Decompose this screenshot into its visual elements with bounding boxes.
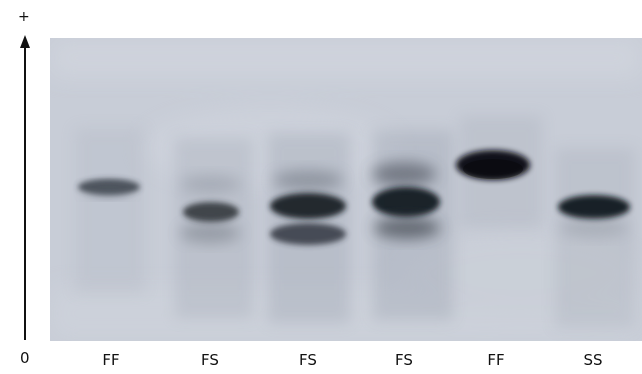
gel-svg: [50, 38, 642, 341]
lane-3-bands: [270, 170, 346, 245]
up-arrow-icon: [20, 35, 30, 48]
origin-label: 0: [20, 349, 30, 367]
lane-2-bands: [180, 175, 241, 243]
lane-5-bands: [456, 150, 530, 180]
lane-label-5: FF: [487, 351, 505, 369]
gel-image: [50, 38, 642, 341]
lane-4-bands: [372, 162, 440, 239]
lane-1-bands: [78, 179, 140, 196]
lane-label-6: SS: [583, 351, 603, 369]
lane-label-3: FS: [299, 351, 317, 369]
lane-label-2: FS: [201, 351, 219, 369]
positive-pole-label: +: [18, 9, 30, 25]
lane-label-1: FF: [102, 351, 120, 369]
lane-label-4: FS: [395, 351, 413, 369]
lane-6-bands: [558, 195, 630, 237]
